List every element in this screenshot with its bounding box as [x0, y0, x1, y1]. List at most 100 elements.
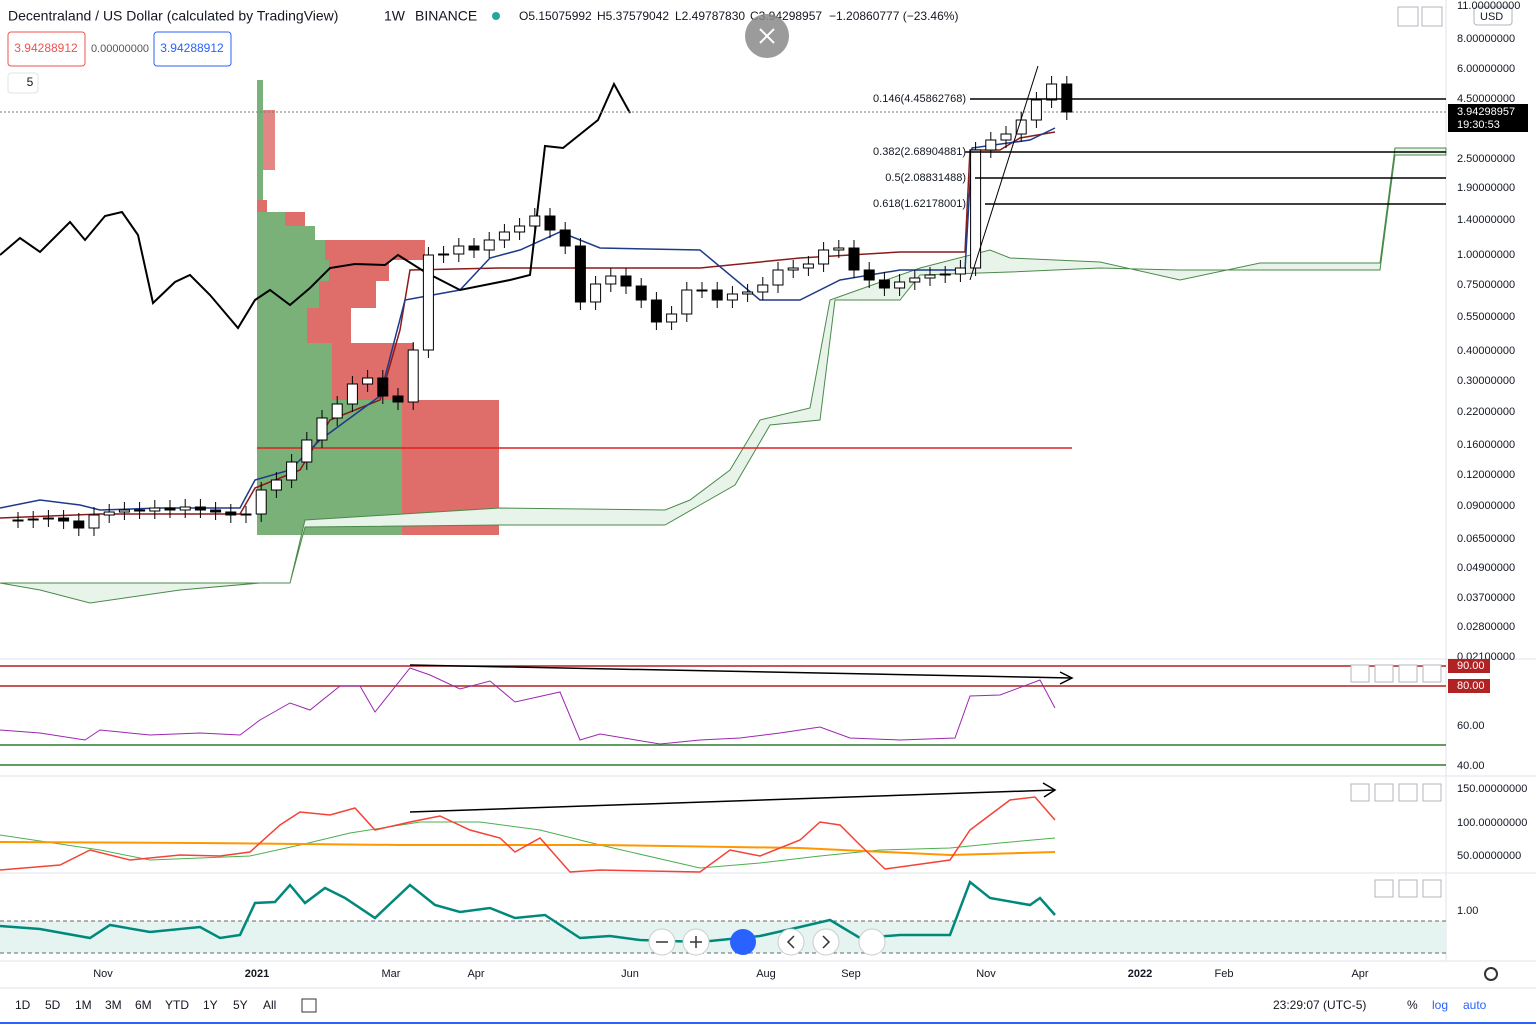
indicator-toggle[interactable] [7, 72, 39, 94]
price-label: 11.00000000 [1457, 0, 1520, 12]
candle-body [726, 293, 738, 301]
candle-body [453, 245, 465, 255]
candle-body [529, 215, 541, 227]
auto-button[interactable]: auto [1463, 998, 1487, 1012]
candle-body [210, 509, 222, 513]
price-label: 0.06500000 [1457, 533, 1515, 545]
pane-label: 100.00000000 [1457, 817, 1527, 829]
candle-body [696, 289, 708, 292]
candle-body [225, 511, 237, 516]
candle-body [58, 517, 70, 522]
range-button[interactable]: 3M [105, 998, 122, 1012]
price-label: 8.00000000 [1457, 33, 1515, 45]
log-button[interactable]: log [1432, 998, 1448, 1012]
candle-body [559, 229, 571, 247]
candle-body [1000, 133, 1012, 141]
candle-body [407, 349, 419, 403]
currency-button[interactable] [1473, 6, 1513, 26]
ichimoku-cloud [0, 147, 1447, 604]
percent-button[interactable]: % [1407, 998, 1418, 1012]
candle-body [1015, 119, 1027, 135]
status-dot [492, 12, 500, 20]
divergence-line [409, 789, 1056, 813]
rsi-label: 40.00 [1457, 760, 1485, 772]
indicator-count: 5 [27, 75, 34, 89]
ask-box[interactable] [153, 31, 232, 67]
price-label: 2.50000000 [1457, 153, 1515, 165]
ohlc-change: −1.20860777 (−23.46%) [829, 9, 958, 23]
chikou-line [0, 81, 631, 330]
range-button[interactable]: 1M [75, 998, 92, 1012]
pane-buttons [1350, 664, 1442, 898]
candle-body [620, 275, 632, 287]
band-fill [0, 921, 1446, 953]
indicator-line [0, 879, 1056, 944]
range-button[interactable]: 5Y [233, 998, 248, 1012]
bid: 3.94288912 [14, 41, 78, 55]
candle-body [681, 289, 693, 315]
candle-body [666, 313, 678, 323]
candle-body [301, 439, 313, 463]
candle-body [909, 277, 921, 283]
price-label: 0.75000000 [1457, 279, 1515, 291]
button[interactable] [1397, 6, 1419, 27]
price-label: 0.02800000 [1457, 621, 1515, 633]
range-button[interactable]: 5D [45, 998, 61, 1012]
candle-body [635, 285, 647, 301]
range-button[interactable]: 6M [135, 998, 152, 1012]
fib-label: 0.382(2.68904881) [873, 146, 966, 158]
candle-body [878, 279, 890, 289]
candle-body [134, 509, 146, 512]
ask: 3.94288912 [160, 41, 224, 55]
candle-body [742, 291, 754, 295]
price-tag [1448, 104, 1528, 132]
price-label: 1.90000000 [1457, 182, 1515, 194]
candle-body [12, 519, 24, 522]
range-button[interactable]: 1Y [203, 998, 218, 1012]
arrow-head [1059, 671, 1074, 685]
range-button[interactable]: YTD [165, 998, 189, 1012]
price-label: 0.22000000 [1457, 406, 1515, 418]
candle-body [833, 247, 845, 251]
button[interactable] [1421, 6, 1443, 27]
pane-label: 50.00000000 [1457, 850, 1521, 862]
price-label: 0.09000000 [1457, 500, 1515, 512]
candle-body [438, 253, 450, 256]
candle-body [954, 267, 966, 275]
candle-body [863, 269, 875, 281]
price-label: 6.00000000 [1457, 63, 1515, 75]
interval: 1W [384, 8, 406, 24]
range-button[interactable]: 1D [15, 998, 31, 1012]
time-label: Jun [621, 968, 639, 980]
time-label: Apr [1351, 968, 1368, 980]
symbol-title: Decentraland / US Dollar (calculated by … [8, 8, 338, 24]
spread: 0.00000000 [91, 43, 149, 55]
close-icon [759, 28, 775, 44]
calendar-icon[interactable] [301, 998, 317, 1013]
fib-label: 0.146(4.45862768) [873, 93, 966, 105]
candle-body [483, 239, 495, 251]
time-label: Aug [756, 968, 776, 980]
candle-body [711, 289, 723, 301]
settings-icon[interactable] [1484, 967, 1498, 981]
candle-body [924, 274, 936, 279]
time-label: Nov [976, 968, 996, 980]
candle-body [240, 513, 252, 516]
level-tag [1448, 659, 1490, 673]
candles [12, 76, 1073, 536]
candle-body [498, 231, 510, 241]
price-label: 1.40000000 [1457, 214, 1515, 226]
candle-body [605, 275, 617, 285]
price-label: 4.50000000 [1457, 93, 1515, 105]
bid-box[interactable] [7, 31, 86, 67]
price-label: 0.40000000 [1457, 345, 1515, 357]
candle-body [468, 245, 480, 251]
ma-line [0, 821, 1056, 869]
candle-body [149, 507, 161, 512]
candle-body [286, 461, 298, 481]
indicator-line [0, 796, 1056, 873]
range-button[interactable]: All [263, 998, 276, 1012]
candle-body [985, 139, 997, 151]
time-label: Nov [93, 968, 113, 980]
